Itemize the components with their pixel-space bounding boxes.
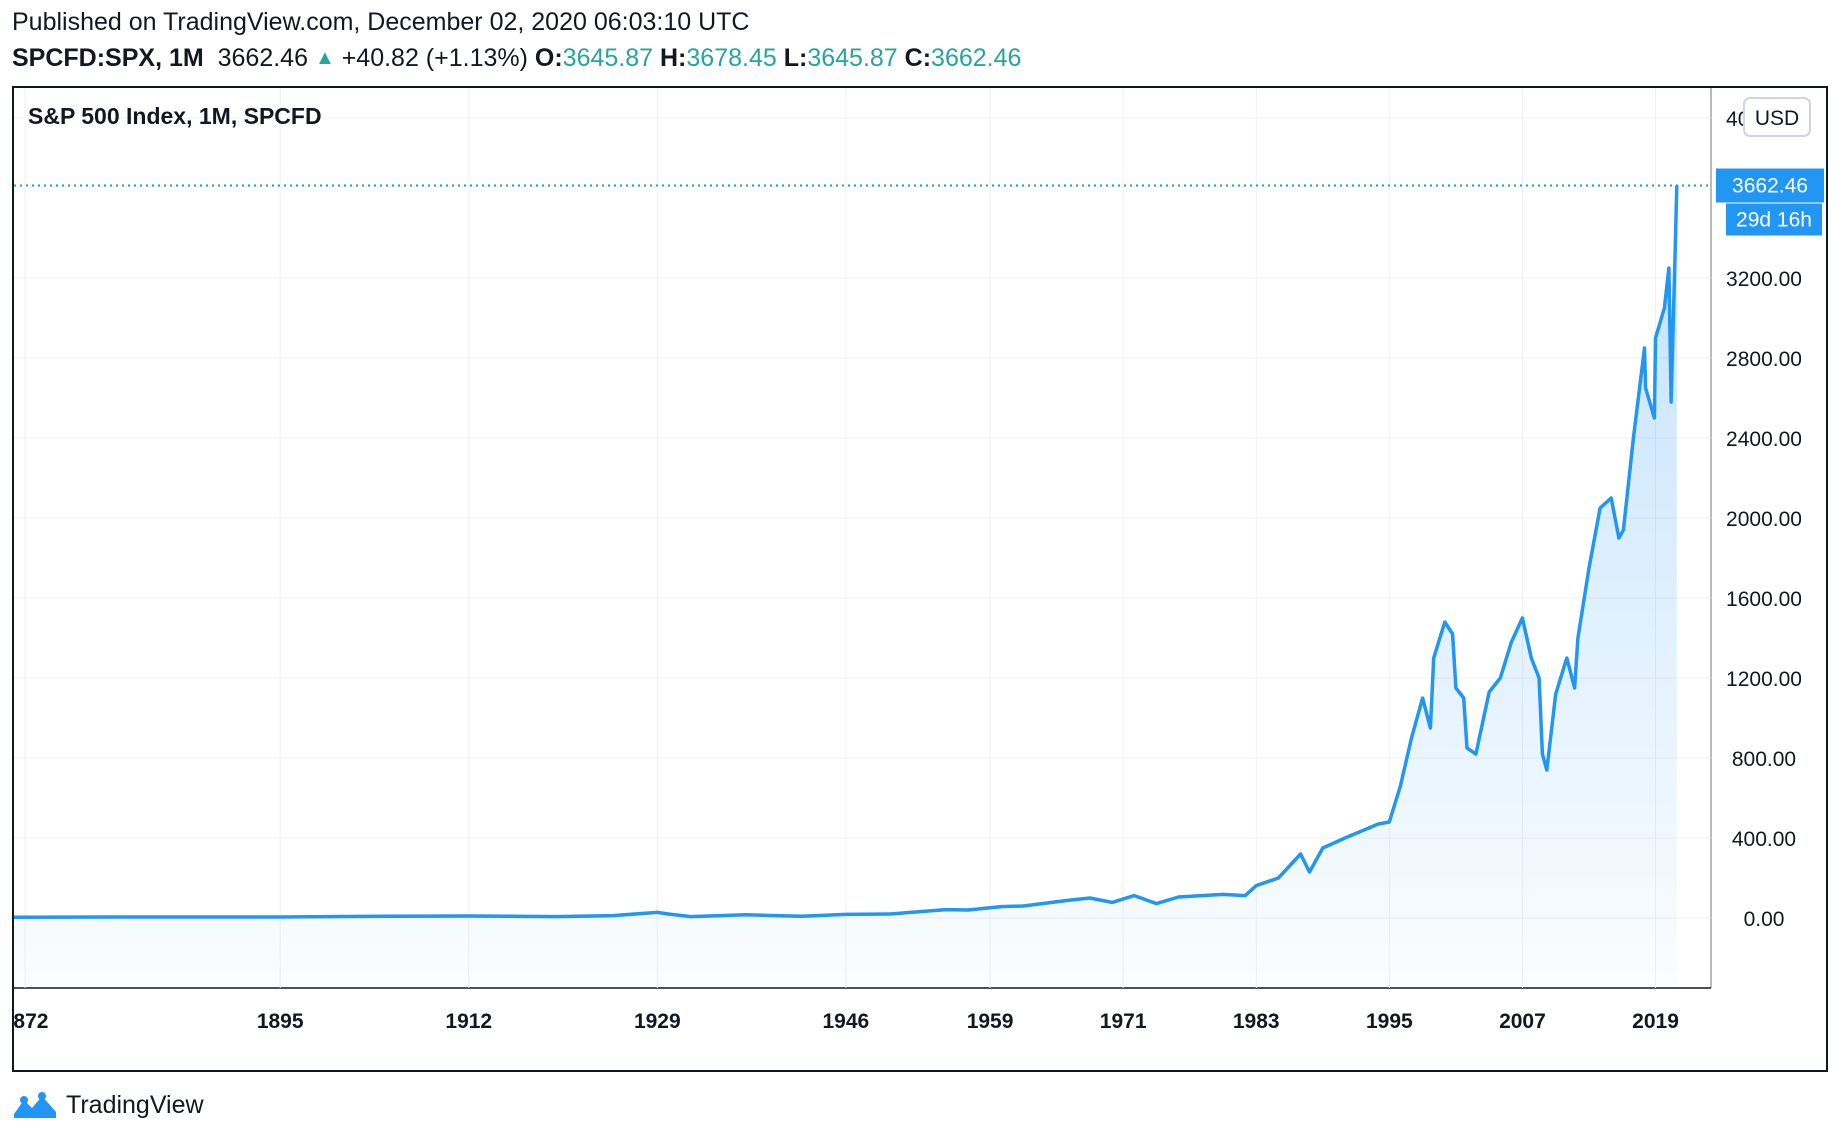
symbol-label: SPCFD:SPX, 1M (12, 44, 204, 72)
high-label: H: (660, 44, 687, 72)
x-tick-label: 2007 (1499, 1010, 1546, 1033)
x-tick-label: 2019 (1632, 1010, 1679, 1033)
price-area-fill (14, 185, 1677, 988)
currency-label: USD (1755, 107, 1799, 130)
last-price: 3662.46 (217, 44, 308, 72)
x-tick-label: 1995 (1366, 1010, 1413, 1033)
x-tick-label: 1929 (634, 1010, 681, 1033)
published-line: Published on TradingView.com, December 0… (12, 8, 750, 36)
close-label: C: (904, 44, 932, 72)
close-value: 3662.46 (931, 44, 1022, 72)
chart-frame[interactable]: 0.00 400.00 800.00 1200.00 1600.00 2000.00 240… (2, 86, 1828, 1072)
price-series-line (14, 185, 1679, 919)
x-tick-label: 1872 (14, 1010, 48, 1033)
tradingview-brand: TradingView (66, 1090, 204, 1119)
chart-legend-title: S&P 500 Index, 1M, SPCFD (28, 103, 322, 129)
y-tick-label: 400.00 (1732, 828, 1796, 851)
price-change: +40.82 (+1.13%) (341, 44, 528, 72)
y-tick-label: 2000.00 (1726, 508, 1802, 531)
price-tag: 3662.46 (1716, 168, 1824, 203)
y-tick-label: 2800.00 (1726, 348, 1802, 371)
x-tick-label: 1912 (445, 1010, 492, 1033)
y-tick-label: 2400.00 (1726, 428, 1802, 451)
x-tick-label: 1946 (823, 1010, 870, 1033)
x-tick-label: 1895 (257, 1010, 304, 1033)
footer: TradingView (12, 1090, 204, 1120)
low-label: L: (783, 44, 808, 72)
ohlc-line: SPCFD:SPX, 1M 3662.46 ▲ +40.82 (+1.13%) … (12, 44, 1021, 73)
x-tick-label: 1983 (1233, 1010, 1280, 1033)
currency-button[interactable]: USD (1743, 97, 1811, 137)
open-label: O: (534, 44, 563, 72)
price-tag-label: 3662.46 (1732, 175, 1808, 198)
y-tick-label: 1200.00 (1726, 668, 1802, 691)
countdown-tag-label: 29d 16h (1736, 209, 1812, 232)
y-tick-label: 0.00 (1744, 908, 1785, 931)
countdown-tag: 29d 16h (1726, 203, 1822, 236)
tradingview-logo-icon (14, 1092, 56, 1118)
up-arrow-icon: ▲ (314, 47, 335, 69)
low-value: 3645.87 (807, 44, 898, 72)
open-value: 3645.87 (562, 44, 654, 72)
y-tick-label: 3200.00 (1726, 268, 1802, 291)
y-tick-label: 800.00 (1732, 748, 1796, 771)
x-tick-label: 1959 (967, 1010, 1014, 1033)
x-tick-label: 1971 (1100, 1010, 1147, 1033)
high-value: 3678.45 (686, 44, 777, 72)
y-tick-label: 1600.00 (1726, 588, 1802, 611)
price-chart[interactable]: 0.00 400.00 800.00 1200.00 1600.00 2000.00 240… (2, 88, 1826, 1070)
